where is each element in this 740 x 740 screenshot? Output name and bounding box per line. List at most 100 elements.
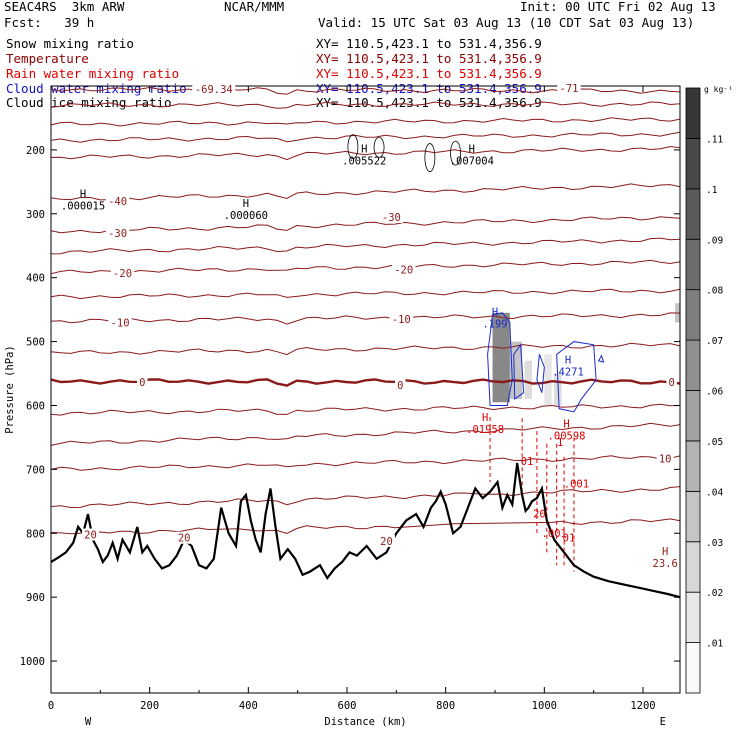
cloud-contour-2 bbox=[536, 354, 545, 393]
extremum-value-3: .007004 bbox=[450, 156, 494, 168]
colorbar-label-5: .06 bbox=[706, 387, 723, 398]
shade-cell-0 bbox=[492, 312, 510, 403]
extremum-marker-3: H bbox=[469, 144, 475, 156]
field-4-name: Cloud ice mixing ratio bbox=[6, 95, 172, 110]
org-label: NCAR/MMM bbox=[224, 0, 285, 14]
colorbar-bin-4 bbox=[685, 440, 701, 492]
isotherm-label-bg-4 bbox=[110, 267, 135, 280]
rain-contours bbox=[489, 416, 575, 572]
colorbar-label-0: .01 bbox=[706, 639, 723, 650]
y-tick-label-0: 200 bbox=[26, 145, 45, 157]
colorbar-bin-0 bbox=[685, 642, 701, 694]
colorbar-label-1: .02 bbox=[706, 588, 723, 599]
y-tick-label-6: 800 bbox=[26, 528, 45, 540]
colorbar-label-7: .08 bbox=[706, 286, 723, 297]
y-tick-label-8: 1000 bbox=[20, 656, 45, 668]
isotherm-label-bg-1 bbox=[105, 195, 130, 208]
x-end-label-east: E bbox=[660, 716, 666, 728]
colorbar-label-10: .11 bbox=[706, 134, 723, 145]
isotherm-label-bg-0 bbox=[192, 83, 236, 96]
isotherm-13 bbox=[50, 403, 681, 416]
isotherm-label-bg-14 bbox=[377, 534, 395, 547]
extremum-value-12: 20 bbox=[533, 508, 546, 520]
isotherm-label-14: 20 bbox=[380, 536, 393, 548]
shade-cell-3 bbox=[544, 354, 552, 406]
y-axis-title: Pressure (hPa) bbox=[4, 345, 16, 434]
field-3-xy: XY= 110.5,423.1 to 531.4,356.9 bbox=[316, 81, 542, 96]
isotherm-label-bg-12 bbox=[81, 528, 99, 541]
isotherm-4 bbox=[50, 146, 681, 161]
cloud-contour-4 bbox=[597, 354, 605, 363]
y-tick-label-4: 600 bbox=[26, 400, 45, 412]
x-axis-title: Distance (km) bbox=[324, 716, 406, 728]
isotherm-label-8: 0 bbox=[139, 377, 145, 389]
extremum-value-1: .000060 bbox=[224, 210, 268, 222]
valid-time: Valid: 15 UTC Sat 03 Aug 13 (10 CDT Sat … bbox=[318, 15, 695, 30]
y-tick-label-3: 500 bbox=[26, 337, 45, 349]
snow-contour-1 bbox=[373, 136, 385, 158]
isotherm-10 bbox=[50, 312, 681, 325]
isotherm-label-bg-3 bbox=[379, 210, 404, 223]
isotherm-3 bbox=[50, 131, 681, 143]
colorbar: .01 .02 .03 .04 .05 .06 .07 .08 .09 .1 .11 g kg⁻¹ bbox=[685, 85, 733, 694]
field-0-name: Snow mixing ratio bbox=[6, 36, 134, 51]
x-tick-label-6: 1200 bbox=[630, 700, 655, 712]
extremum-value-11: 1 bbox=[557, 437, 563, 449]
isotherm-label-6: -10 bbox=[111, 317, 130, 329]
isotherm-16 bbox=[50, 486, 681, 509]
isotherm-label-13: 20 bbox=[178, 533, 191, 545]
axes: 0 200 400 600 800 1000 12002003004005006007008… bbox=[4, 85, 681, 728]
isotherm-12 bbox=[50, 378, 681, 387]
cloud-contour-3 bbox=[556, 341, 597, 413]
isotherm-11 bbox=[50, 342, 681, 356]
field-3-name: Cloud water mixing ratio bbox=[6, 81, 187, 96]
extremum-value-4: .199 bbox=[482, 319, 507, 331]
isotherm-label-10: 0 bbox=[668, 377, 674, 389]
x-tick-label-3: 600 bbox=[338, 700, 357, 712]
isotherm-label-bg-2 bbox=[105, 226, 130, 239]
isotherm-label-bg-6 bbox=[108, 316, 132, 329]
isotherm-label-bg-11 bbox=[656, 452, 674, 465]
isotherm-label-bg-10 bbox=[666, 375, 677, 388]
isotherm-9 bbox=[50, 288, 681, 300]
colorbar-label-8: .09 bbox=[706, 235, 723, 246]
extremum-value-2: .005522 bbox=[342, 156, 386, 168]
isotherm-label-2: -30 bbox=[108, 228, 127, 240]
colorbar-label-4: .05 bbox=[706, 437, 723, 448]
extremum-value-0: .000015 bbox=[61, 200, 105, 212]
x-end-label-west: W bbox=[85, 716, 92, 728]
colorbar-bin-8 bbox=[685, 238, 701, 291]
cloud-contour-1 bbox=[513, 343, 525, 401]
condensate-shading bbox=[492, 303, 680, 406]
y-tick-label-1: 300 bbox=[26, 209, 45, 221]
extremum-value-5: .4271 bbox=[552, 367, 584, 379]
field-1-xy: XY= 110.5,423.1 to 531.4,356.9 bbox=[316, 51, 542, 66]
colorbar-label-9: .1 bbox=[706, 185, 718, 196]
isotherm-15 bbox=[50, 455, 681, 471]
x-tick-label-4: 800 bbox=[436, 700, 455, 712]
colorbar-bin-5 bbox=[685, 390, 701, 442]
terrain-line bbox=[50, 462, 681, 599]
isotherm-label-12: 20 bbox=[84, 530, 97, 542]
isotherm-2 bbox=[50, 117, 681, 127]
isotherm-label-9: 0 bbox=[397, 380, 403, 392]
init-time: Init: 00 UTC Fri 02 Aug 13 bbox=[520, 0, 716, 14]
forecast-hour: Fcst: 39 h bbox=[4, 15, 95, 30]
colorbar-bin-1 bbox=[685, 591, 701, 643]
isotherm-label-5: -20 bbox=[394, 264, 413, 276]
snow-contours bbox=[347, 134, 461, 172]
isotherm-label-bg-15 bbox=[557, 81, 581, 94]
extremum-marker-7: H bbox=[563, 418, 569, 430]
colorbar-bin-10 bbox=[685, 138, 701, 190]
snow-contour-3 bbox=[450, 140, 461, 166]
extremum-marker-5: H bbox=[565, 355, 571, 367]
isotherm-label-4: -20 bbox=[113, 268, 132, 280]
colorbar-bin-2 bbox=[685, 541, 701, 593]
colorbar-bin-3 bbox=[685, 490, 701, 543]
x-tick-label-1: 200 bbox=[140, 700, 159, 712]
isotherm-label-bg-9 bbox=[395, 379, 406, 392]
colorbar-bin-6 bbox=[685, 339, 701, 391]
shade-cell-1 bbox=[509, 341, 523, 400]
extremum-value-10: 01 bbox=[521, 456, 534, 468]
